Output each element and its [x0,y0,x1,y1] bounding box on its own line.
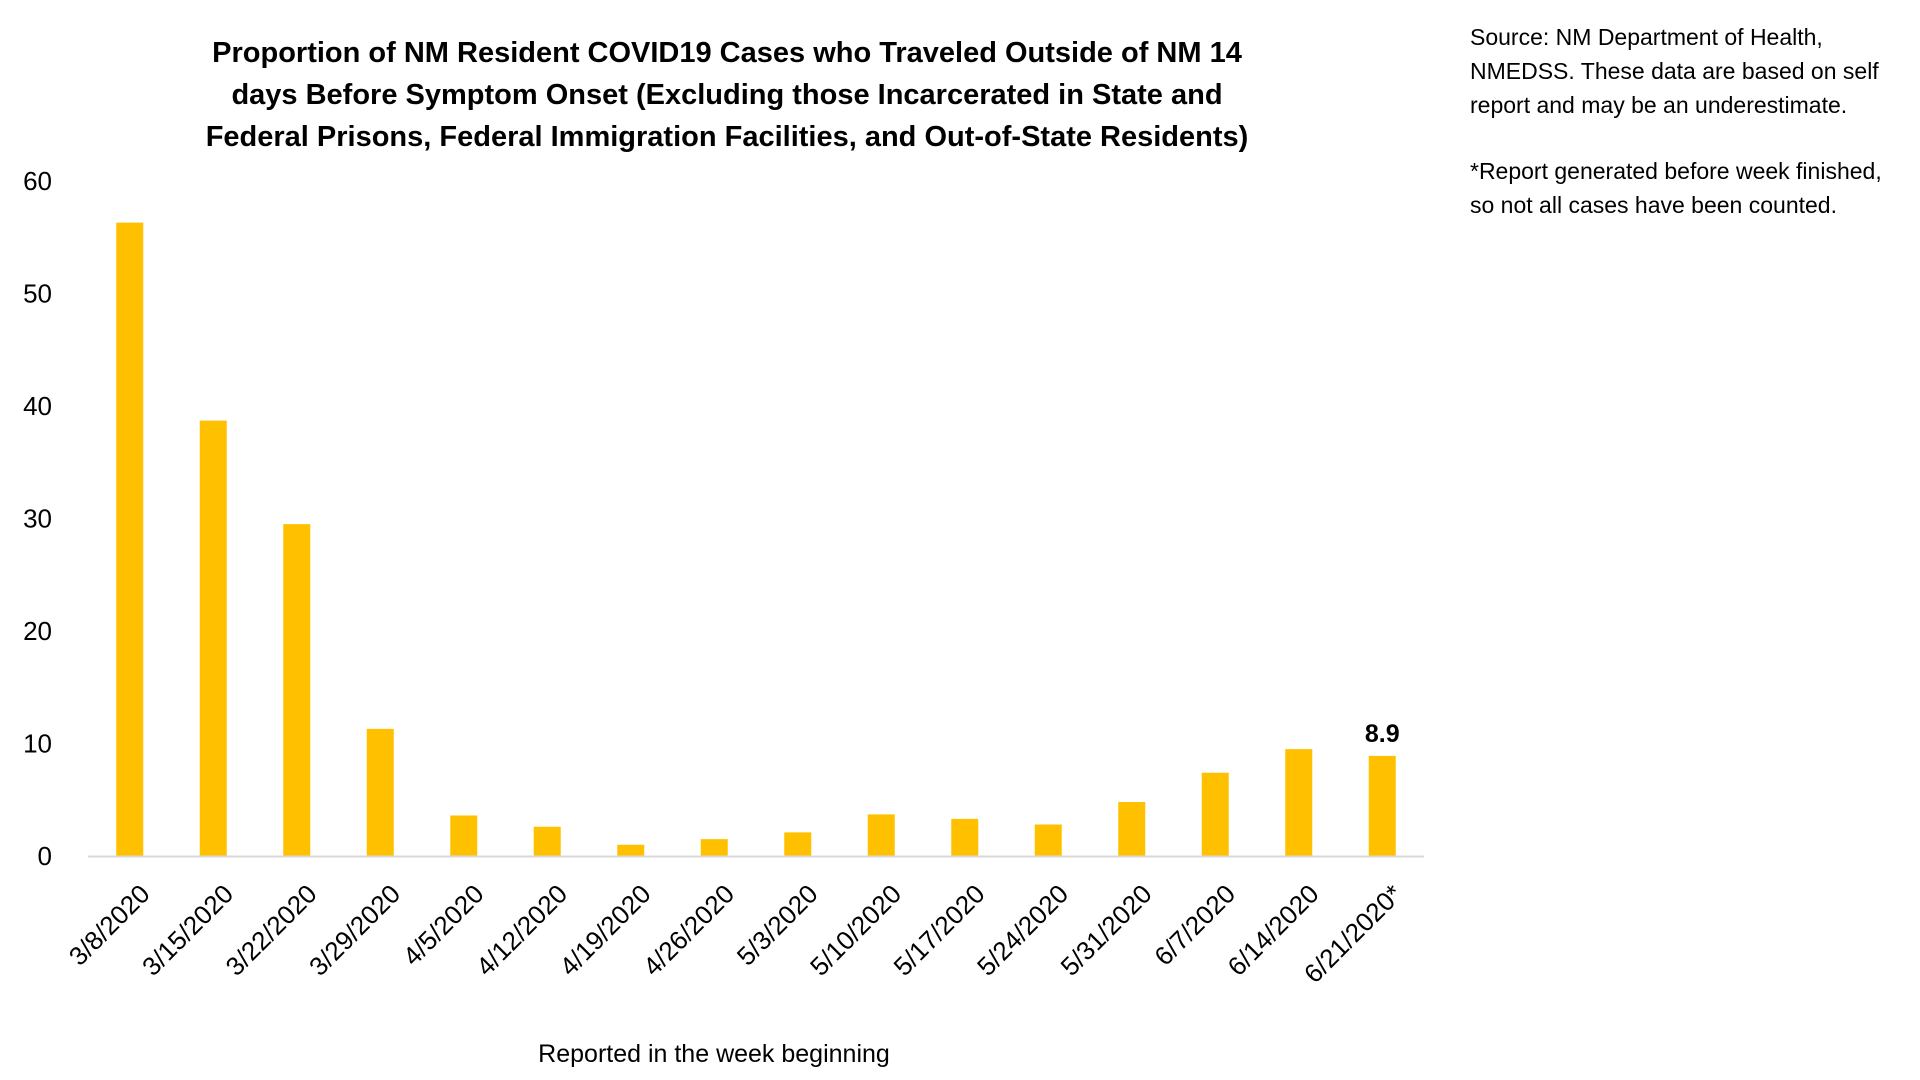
chart-title-line: Federal Prisons, Federal Immigration Fac… [206,121,1249,153]
bar [1368,755,1396,856]
bar [867,814,895,856]
source-note: Source: NM Department of Health, NMEDSS.… [1470,24,1879,118]
bar [951,818,979,856]
chart-title: Proportion of NM Resident COVID19 Cases … [206,37,1249,153]
x-axis-tick-labels: 3/8/20203/15/20203/22/20203/29/20204/5/2… [63,879,1408,989]
x-tick-label: 5/31/2020 [1055,879,1158,982]
x-tick-label: 3/22/2020 [220,879,323,982]
bar [700,839,728,856]
bar [533,826,561,856]
bar [199,420,227,856]
bar [1201,772,1229,856]
y-tick-label: 20 [23,616,52,646]
x-tick-label: 4/19/2020 [554,879,657,982]
y-tick-label: 40 [23,391,52,421]
bar [1034,824,1062,856]
bar [116,222,144,856]
y-tick-label: 50 [23,279,52,309]
y-tick-label: 60 [23,166,52,196]
y-axis-tick-labels: 0 10 20 30 40 50 60 [23,166,52,871]
bar [450,815,478,856]
x-tick-label: 3/15/2020 [136,879,239,982]
chart-notes: Source: NM Department of Health, NMEDSS.… [1470,20,1910,254]
data-label: 8.9 [1365,720,1400,748]
y-tick-label: 10 [23,729,52,759]
x-tick-label: 3/29/2020 [303,879,406,982]
x-tick-label: 4/12/2020 [470,879,573,982]
x-tick-label: 5/24/2020 [971,879,1074,982]
y-tick-label: 30 [23,504,52,534]
data-labels: 8.9 [1365,720,1400,748]
footnote: *Report generated before week finished, … [1470,158,1882,218]
bar-series [116,222,1396,856]
bar [283,524,311,856]
y-tick-label: 0 [38,841,52,871]
bar [1118,802,1146,856]
x-tick-label: 5/17/2020 [888,879,991,982]
bar [1285,749,1313,856]
x-tick-label: 4/26/2020 [637,879,740,982]
bar [784,832,812,856]
x-axis-title: Reported in the week beginning [538,1040,890,1068]
chart-title-line: Proportion of NM Resident COVID19 Cases … [212,37,1242,69]
chart-title-line: days Before Symptom Onset (Excluding tho… [231,79,1222,111]
bar [617,844,645,856]
x-tick-label: 5/10/2020 [804,879,907,982]
bar [366,728,394,856]
